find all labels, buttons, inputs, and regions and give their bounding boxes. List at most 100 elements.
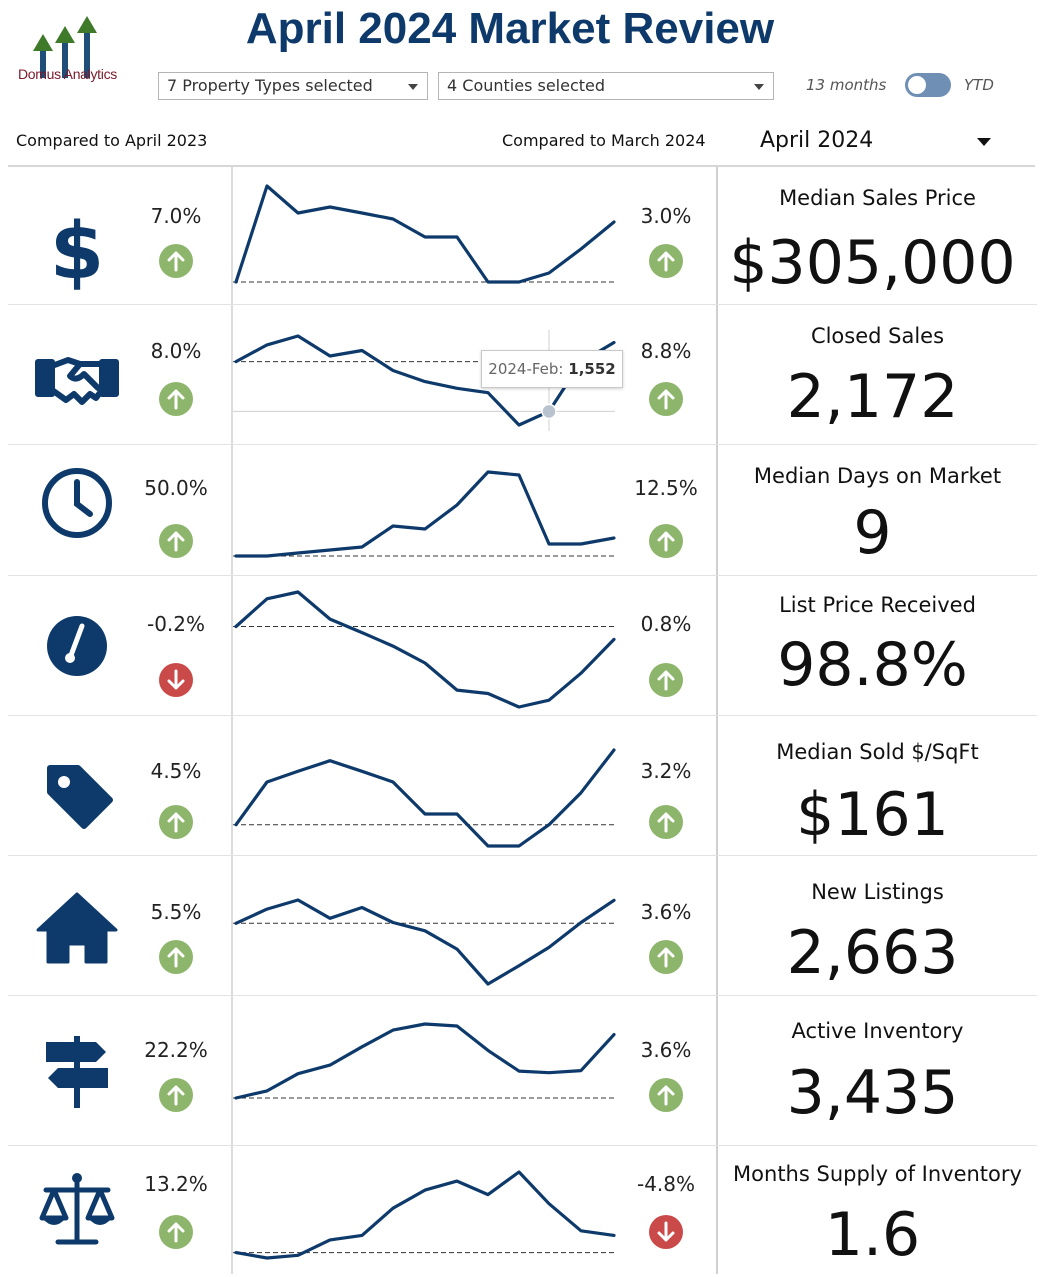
mom-arrow-up-icon	[649, 940, 683, 974]
yoy-arrow-up-icon	[159, 524, 193, 558]
period-selector[interactable]: April 2024	[760, 128, 874, 153]
mom-change: -4.8%	[636, 1172, 696, 1196]
yoy-arrow-down-icon	[159, 663, 193, 697]
sparkline[interactable]	[233, 1018, 633, 1104]
metric-value: 2,172	[786, 362, 959, 432]
mom-change: 3.2%	[640, 759, 692, 783]
yoy-change: 22.2%	[144, 1038, 208, 1062]
metric-value: 2,663	[786, 918, 959, 988]
yoy-change: 7.0%	[150, 204, 202, 228]
mom-change: 0.8%	[640, 612, 692, 636]
metric-value: 9	[853, 498, 892, 568]
metric-row	[0, 305, 1045, 445]
sparkline[interactable]	[233, 466, 633, 562]
sparkline-series	[234, 590, 616, 709]
property-types-dropdown[interactable]: 7 Property Types selected	[158, 72, 428, 100]
row-divider	[8, 855, 1037, 856]
sparkline[interactable]	[233, 180, 633, 288]
chevron-down-icon	[408, 84, 418, 90]
handshake-icon	[35, 357, 119, 405]
yoy-arrow-up-icon	[159, 805, 193, 839]
caret-down-icon[interactable]	[977, 138, 991, 146]
logo-icon	[33, 16, 97, 78]
property-types-value: 7 Property Types selected	[167, 76, 373, 95]
mom-change: 3.6%	[640, 1038, 692, 1062]
sparkline-series	[234, 898, 616, 986]
sparkline[interactable]	[233, 586, 633, 713]
metric-row	[0, 167, 1045, 305]
metric-row	[0, 996, 1045, 1146]
metric-row	[0, 445, 1045, 576]
mom-arrow-up-icon	[649, 382, 683, 416]
metric-value: 98.8%	[777, 630, 968, 700]
hover-point	[541, 403, 557, 420]
yoy-change: 50.0%	[144, 476, 208, 500]
compared-month-label: Compared to March 2024	[502, 131, 706, 150]
mom-change: 8.8%	[640, 339, 692, 363]
row-divider	[8, 444, 1037, 445]
yoy-arrow-up-icon	[159, 244, 193, 278]
row-divider	[8, 304, 1037, 305]
svg-text:$: $	[50, 208, 104, 297]
yoy-change: 4.5%	[150, 759, 202, 783]
metric-value: $161	[796, 780, 949, 850]
scales-icon	[39, 1173, 115, 1245]
sparkline[interactable]	[233, 744, 633, 852]
chart-tooltip: 2024-Feb: 1,552	[481, 350, 623, 388]
toggle-right-label: YTD	[964, 76, 994, 94]
row-divider	[8, 715, 1037, 716]
yoy-arrow-up-icon	[159, 1215, 193, 1249]
mom-change: 12.5%	[634, 476, 698, 500]
yoy-arrow-up-icon	[159, 382, 193, 416]
metric-value: 3,435	[786, 1058, 959, 1128]
yoy-arrow-up-icon	[159, 940, 193, 974]
row-divider	[8, 575, 1037, 576]
chevron-down-icon	[754, 84, 764, 90]
gauge-icon	[47, 616, 107, 676]
sparkline-series	[234, 1022, 616, 1100]
tooltip-value: 1,552	[568, 360, 616, 378]
header-divider	[8, 165, 1035, 167]
metric-title: Active Inventory	[791, 1019, 964, 1043]
metric-title: Median Sales Price	[779, 186, 976, 210]
yoy-change: 13.2%	[144, 1172, 208, 1196]
mom-arrow-up-icon	[649, 524, 683, 558]
yoy-change: -0.2%	[146, 612, 206, 636]
metric-row	[0, 856, 1045, 996]
yoy-change: 5.5%	[150, 900, 202, 924]
metric-title: Median Days on Market	[753, 464, 1002, 488]
counties-value: 4 Counties selected	[447, 76, 606, 95]
mom-arrow-up-icon	[649, 805, 683, 839]
logo-text: Domus Analytics	[18, 66, 117, 82]
house-icon	[36, 892, 118, 964]
sparkline-series	[234, 184, 616, 284]
column-divider	[716, 167, 718, 1274]
mom-change: 3.0%	[640, 204, 692, 228]
sparkline[interactable]	[233, 1166, 633, 1264]
mom-arrow-up-icon	[649, 663, 683, 697]
sparkline-series	[234, 748, 616, 848]
mom-change: 3.6%	[640, 900, 692, 924]
metric-row	[0, 576, 1045, 716]
metric-title: List Price Received	[779, 593, 976, 617]
mom-arrow-down-icon	[649, 1215, 683, 1249]
metric-title: Median Sold $/SqFt	[776, 740, 979, 764]
range-toggle[interactable]	[905, 73, 951, 97]
sparkline[interactable]	[233, 894, 633, 990]
metric-title: Months Supply of Inventory	[733, 1162, 1022, 1186]
metric-row	[0, 716, 1045, 856]
metric-title: Closed Sales	[810, 324, 945, 348]
tooltip-label: 2024-Feb:	[488, 360, 564, 378]
dollar-icon: $	[50, 208, 104, 297]
mom-arrow-up-icon	[649, 1078, 683, 1112]
counties-dropdown[interactable]: 4 Counties selected	[438, 72, 774, 100]
toggle-knob	[908, 76, 926, 94]
clock-icon	[42, 468, 112, 538]
metric-value: $305,000	[729, 228, 1016, 298]
signpost-icon	[46, 1036, 108, 1108]
toggle-left-label: 13 months	[806, 76, 887, 94]
yoy-change: 8.0%	[150, 339, 202, 363]
compared-year-label: Compared to April 2023	[16, 131, 208, 150]
metric-value: 1.6	[824, 1200, 921, 1270]
column-divider	[231, 167, 233, 1274]
